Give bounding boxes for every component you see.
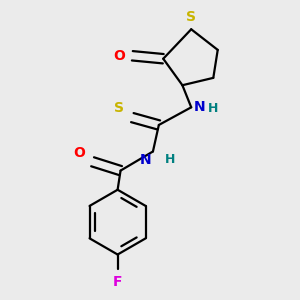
Text: O: O xyxy=(113,49,125,63)
Text: F: F xyxy=(113,274,122,289)
Text: H: H xyxy=(207,102,218,115)
Text: S: S xyxy=(114,101,124,115)
Text: N: N xyxy=(140,153,152,167)
Text: N: N xyxy=(194,100,205,114)
Text: H: H xyxy=(165,153,175,166)
Text: S: S xyxy=(186,10,196,24)
Text: O: O xyxy=(73,146,85,160)
